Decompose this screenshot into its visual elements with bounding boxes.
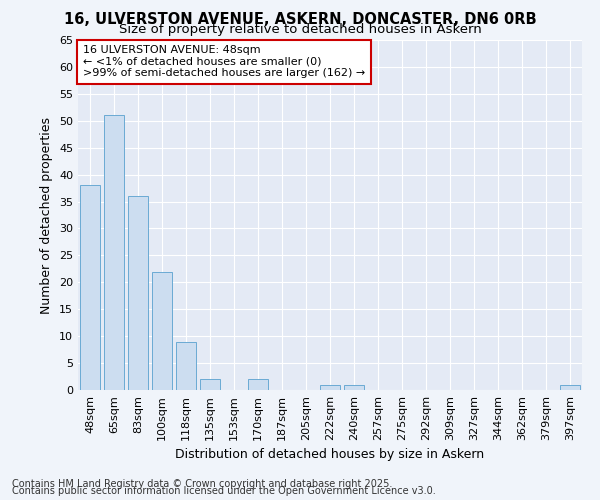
Bar (320, 384, 340, 390)
Bar (152, 272, 172, 390)
Bar (344, 384, 364, 390)
Bar (128, 196, 148, 390)
Bar (560, 384, 580, 390)
Bar (80, 186, 100, 390)
Text: Contains HM Land Registry data © Crown copyright and database right 2025.: Contains HM Land Registry data © Crown c… (12, 479, 392, 489)
Y-axis label: Number of detached properties: Number of detached properties (40, 116, 53, 314)
Bar (200, 379, 220, 390)
Text: 16 ULVERSTON AVENUE: 48sqm
← <1% of detached houses are smaller (0)
>99% of semi: 16 ULVERSTON AVENUE: 48sqm ← <1% of deta… (83, 46, 365, 78)
Bar (104, 116, 124, 390)
X-axis label: Distribution of detached houses by size in Askern: Distribution of detached houses by size … (175, 448, 485, 462)
Text: Contains public sector information licensed under the Open Government Licence v3: Contains public sector information licen… (12, 486, 436, 496)
Bar (176, 342, 196, 390)
Bar (248, 379, 268, 390)
Text: 16, ULVERSTON AVENUE, ASKERN, DONCASTER, DN6 0RB: 16, ULVERSTON AVENUE, ASKERN, DONCASTER,… (64, 12, 536, 28)
Text: Size of property relative to detached houses in Askern: Size of property relative to detached ho… (119, 22, 481, 36)
